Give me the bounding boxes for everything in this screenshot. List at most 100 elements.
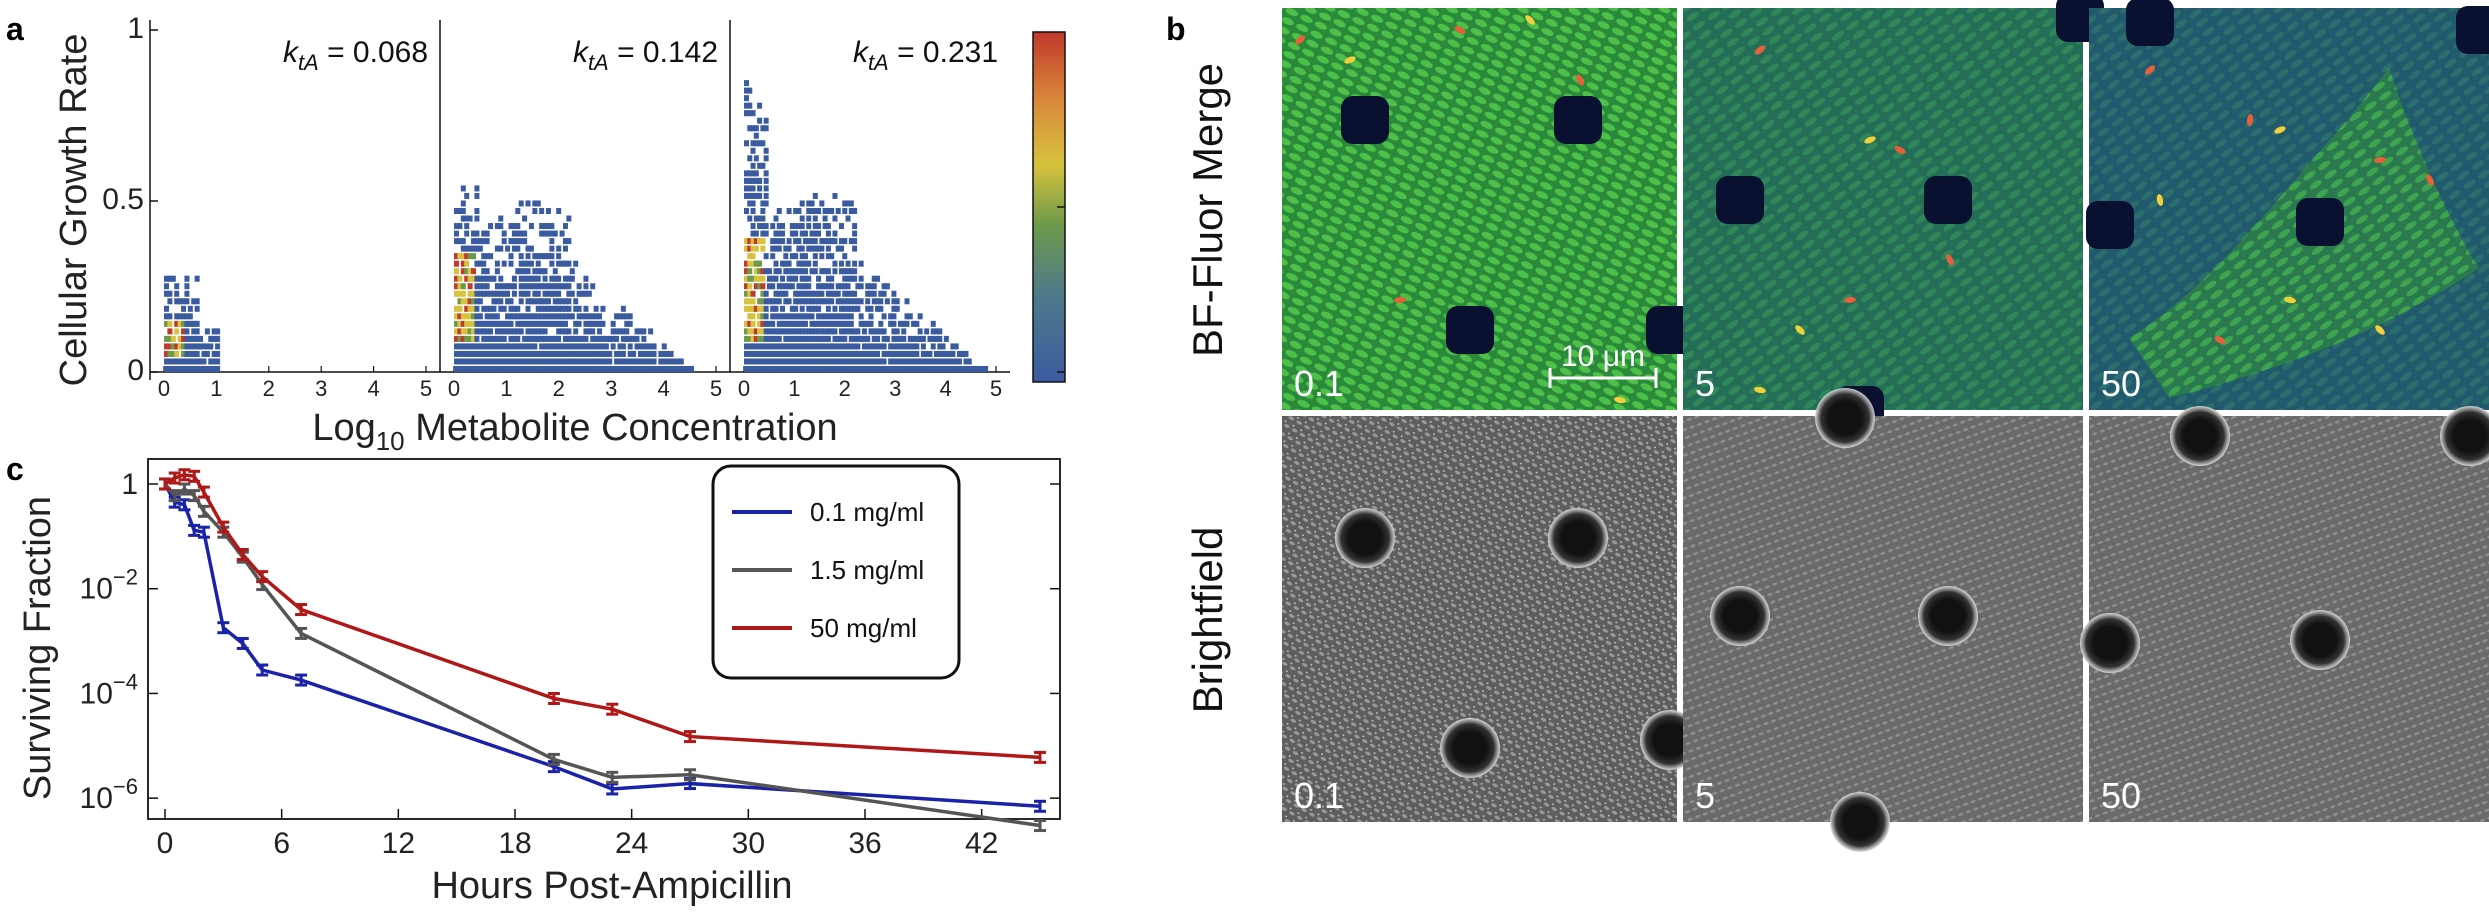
heatmap-cell (766, 268, 772, 275)
heatmap-cell (753, 125, 759, 132)
heatmap-cell (484, 268, 490, 275)
heatmap-cell (940, 358, 946, 365)
heatmap-cell (569, 313, 575, 320)
heatmap-cell (806, 328, 812, 335)
heatmap-cell (542, 268, 548, 275)
heatmap-cell (750, 313, 756, 320)
heatmap-cell (776, 207, 782, 214)
heatmap-cell (858, 260, 864, 267)
heatmap-cell (783, 335, 789, 342)
heatmap-cell (474, 215, 480, 222)
heatmap-cell (528, 275, 534, 282)
heatmap-cell (566, 290, 572, 297)
heatmap-cell (947, 350, 953, 357)
heatmap-cell (181, 335, 187, 342)
heatmap-cell (809, 320, 815, 327)
heatmap-cell (457, 253, 463, 260)
heatmap-cell (491, 358, 497, 365)
heatmap-cell (671, 358, 677, 365)
heatmap-cell (757, 260, 763, 267)
heatmap-cell (819, 200, 825, 207)
heatmap-cell (763, 358, 769, 365)
heatmap-cell (829, 358, 835, 365)
heatmap-cell (682, 366, 688, 372)
heatmap-cell (215, 366, 221, 372)
heatmap-cell (786, 358, 792, 365)
heatmap-cell (532, 313, 538, 320)
heatmap-cell (881, 283, 887, 290)
heatmap-cell (770, 328, 776, 335)
heatmap-cell (545, 313, 551, 320)
heatmap-cell (806, 223, 812, 230)
heatmap-cell (816, 275, 822, 282)
heatmap-cell (766, 328, 772, 335)
heatmap-cell (556, 275, 562, 282)
heatmap-cell (549, 223, 555, 230)
heatmap-cell (576, 366, 582, 372)
heatmap-cell (763, 230, 769, 237)
heatmap-cell (796, 335, 802, 342)
heatmap-cell (620, 328, 626, 335)
heatmap-cell (208, 335, 214, 342)
heatmap-cell (474, 238, 480, 245)
heatmap-cell (881, 290, 887, 297)
heatmap-cell (464, 328, 470, 335)
heatmap-cell (556, 305, 562, 312)
heatmap-cell (799, 275, 805, 282)
heatmap-cell (760, 313, 766, 320)
heatmap-cell (786, 207, 792, 214)
heatmap-cell (481, 238, 487, 245)
heatmap-cell (184, 283, 190, 290)
heatmap-cell (198, 343, 204, 350)
heatmap-cell (508, 305, 514, 312)
heatmap-cell (852, 343, 858, 350)
heatmap-cell (187, 350, 193, 357)
heatmap-cell (539, 253, 545, 260)
heatmap-cell (799, 343, 805, 350)
pillar (2290, 610, 2350, 670)
heatmap-cell (559, 230, 565, 237)
heatmap-cell (839, 335, 845, 342)
heatmap-cell (861, 320, 867, 327)
heatmap-cell (484, 283, 490, 290)
heatmap-cell (501, 350, 507, 357)
heatmap-cell (937, 328, 943, 335)
heatmap-cell (825, 358, 831, 365)
heatmap-cell (525, 320, 531, 327)
heatmap-cell (549, 350, 555, 357)
heatmap-cell (637, 366, 643, 372)
heatmap-cell (603, 358, 609, 365)
heatmap-cell (170, 275, 176, 282)
heatmap-cell (760, 215, 766, 222)
pillar (1815, 388, 1875, 448)
heatmap-cell (573, 328, 579, 335)
heatmap-cell (593, 358, 599, 365)
heatmap-cell (878, 290, 884, 297)
heatmap-cell (464, 215, 470, 222)
heatmap-cell (950, 343, 956, 350)
heatmap-cell (457, 335, 463, 342)
heatmap-cell (757, 283, 763, 290)
heatmap-cell (773, 343, 779, 350)
heatmap-cell (835, 343, 841, 350)
heatmap-cell (634, 328, 640, 335)
heatmap-cell (780, 275, 786, 282)
heatmap-xtick-label: 2 (263, 376, 275, 401)
heatmap-cell (852, 350, 858, 357)
heatmap-cell (528, 320, 534, 327)
heatmap-cell (522, 350, 528, 357)
heatmap-cell (766, 358, 772, 365)
heatmap-cell (760, 350, 766, 357)
heatmap-cell (858, 313, 864, 320)
heatmap-cell (174, 320, 180, 327)
heatmap-cell (809, 350, 815, 357)
heatmap-cell (904, 358, 910, 365)
heatmap-cell (773, 230, 779, 237)
heatmap-cell (665, 350, 671, 357)
heatmap-cell (780, 238, 786, 245)
heatmap-cell (979, 366, 985, 372)
heatmap-cell (590, 350, 596, 357)
heatmap-cell (802, 230, 808, 237)
heatmap-cell (597, 328, 603, 335)
heatmap-cell (819, 358, 825, 365)
